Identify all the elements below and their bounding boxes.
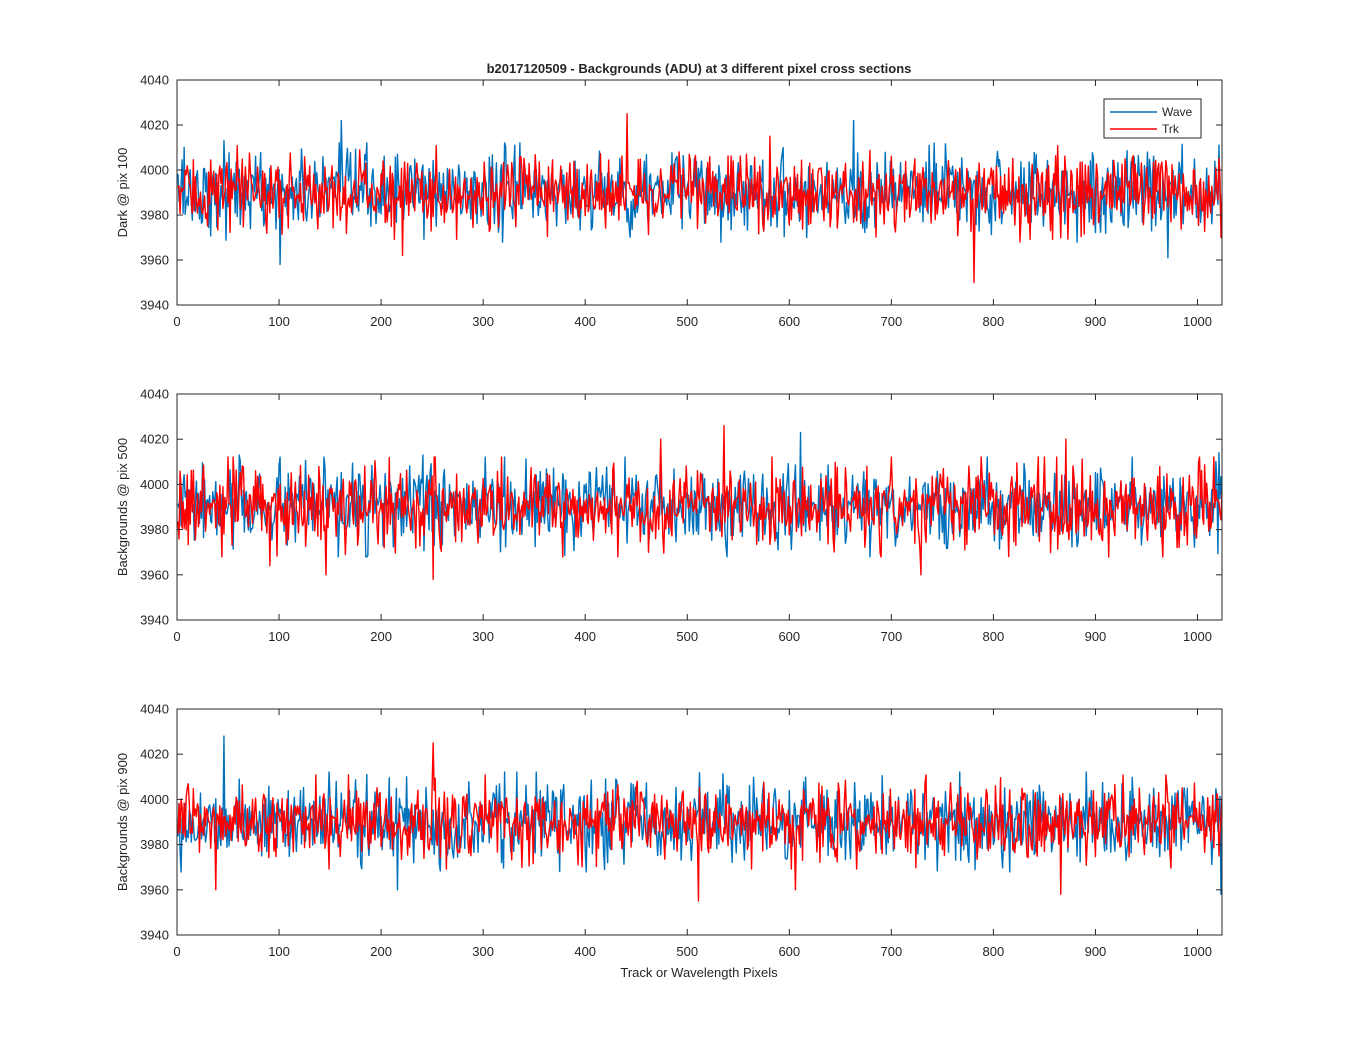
y-tick-label: 3980 — [140, 837, 169, 852]
y-tick-label: 4000 — [140, 792, 169, 807]
y-tick-label: 3940 — [140, 613, 169, 628]
y-tick-label: 3940 — [140, 298, 169, 313]
legend-box — [1103, 98, 1202, 139]
x-tick-label: 600 — [778, 629, 800, 644]
x-tick-label: 600 — [778, 944, 800, 959]
subplot-3: 0 100 200 300 400 500 600 700 800 900 1000 3940 3960… — [115, 702, 1223, 959]
x-tick-label: 1000 — [1183, 629, 1212, 644]
series-line-trk — [177, 742, 1222, 902]
y-axis-label: Backgrounds @ pix 500 — [115, 438, 130, 576]
x-tick-label: 200 — [370, 944, 392, 959]
x-axis-label: Track or Wavelength Pixels — [620, 965, 778, 980]
x-tick-label: 300 — [472, 944, 494, 959]
y-tick-label: 3960 — [140, 567, 169, 582]
y-tick-label: 4000 — [140, 477, 169, 492]
x-tick-label: 300 — [472, 629, 494, 644]
x-tick-label: 400 — [574, 629, 596, 644]
x-tick-label: 800 — [983, 944, 1005, 959]
y-tick-label: 4020 — [140, 432, 169, 447]
x-tick-label: 500 — [676, 944, 698, 959]
axes-box — [176, 79, 1223, 306]
y-axis-label: Backgrounds @ pix 900 — [115, 753, 130, 891]
x-tick-label: 700 — [881, 944, 903, 959]
x-tick-label: 1000 — [1183, 314, 1212, 329]
x-tick-label: 800 — [983, 314, 1005, 329]
x-tick-label: 400 — [574, 944, 596, 959]
y-axis-label: Dark @ pix 100 — [115, 148, 130, 238]
y-tick-label: 3940 — [140, 928, 169, 943]
x-tick-label: 200 — [370, 629, 392, 644]
subplot-2: 0 100 200 300 400 500 600 700 800 900 1000 3940 3960… — [115, 387, 1223, 644]
x-tick-label: 900 — [1085, 944, 1107, 959]
x-tick-label: 100 — [268, 629, 290, 644]
x-tick-label: 900 — [1085, 629, 1107, 644]
x-tick-label: 0 — [173, 314, 180, 329]
x-tick-label: 200 — [370, 314, 392, 329]
axes-box — [176, 708, 1223, 936]
x-tick-label: 500 — [676, 314, 698, 329]
legend: Wave Trk — [1103, 98, 1202, 139]
y-tick-label: 3980 — [140, 522, 169, 537]
y-tick-label: 3960 — [140, 253, 169, 268]
x-tick-label: 0 — [173, 944, 180, 959]
y-tick-label: 4000 — [140, 163, 169, 178]
legend-label-wave: Wave — [1162, 105, 1193, 119]
y-tick-label: 4020 — [140, 118, 169, 133]
y-tick-label: 4040 — [140, 73, 169, 88]
axes-box — [176, 393, 1223, 621]
x-tick-label: 700 — [881, 629, 903, 644]
figure-title: b2017120509 - Backgrounds (ADU) at 3 dif… — [487, 61, 912, 76]
x-tick-label: 100 — [268, 314, 290, 329]
x-tick-label: 400 — [574, 314, 596, 329]
x-tick-label: 1000 — [1183, 944, 1212, 959]
y-tick-label: 4020 — [140, 747, 169, 762]
x-tick-label: 100 — [268, 944, 290, 959]
series-line-trk — [177, 113, 1222, 284]
y-tick-label: 3980 — [140, 208, 169, 223]
y-tick-label: 3960 — [140, 882, 169, 897]
y-tick-label: 4040 — [140, 702, 169, 717]
x-tick-label: 300 — [472, 314, 494, 329]
x-tick-label: 800 — [983, 629, 1005, 644]
subplot-1: 0 100 200 300 400 500 600 700 800 900 1000 3940 3960… — [115, 73, 1223, 329]
subplots: 0 100 200 300 400 500 600 700 800 900 100039403960… — [115, 73, 1223, 959]
x-tick-label: 700 — [881, 314, 903, 329]
x-tick-label: 500 — [676, 629, 698, 644]
x-tick-label: 600 — [778, 314, 800, 329]
x-tick-label: 900 — [1085, 314, 1107, 329]
series-line-trk — [177, 424, 1222, 581]
y-tick-label: 4040 — [140, 387, 169, 402]
x-tick-label: 0 — [173, 629, 180, 644]
legend-label-trk: Trk — [1162, 122, 1180, 136]
